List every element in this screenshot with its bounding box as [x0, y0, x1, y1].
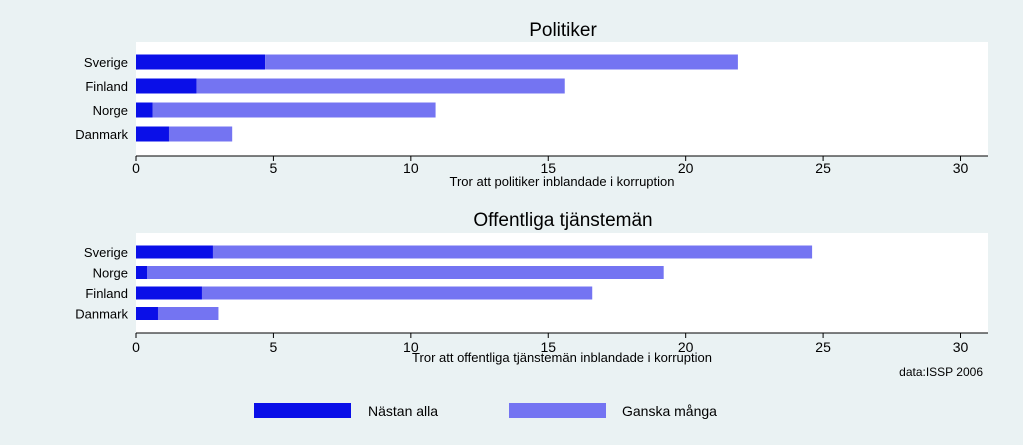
x-tick-label: 25: [815, 339, 831, 355]
bar-segment: [136, 102, 153, 118]
legend-label: Ganska många: [622, 403, 717, 419]
x-tick-label: 30: [953, 339, 969, 355]
legend-swatch: [509, 403, 606, 418]
bar-segment: [136, 126, 169, 142]
x-tick-label: 5: [270, 160, 278, 176]
bar-segment: [136, 266, 147, 279]
category-label: Danmark: [75, 127, 128, 142]
x-tick-label: 5: [270, 339, 278, 355]
category-label: Sverige: [84, 245, 128, 260]
x-axis-title: Tror att politiker inblandade i korrupti…: [450, 174, 675, 189]
legend-swatch: [254, 403, 351, 418]
category-label: Sverige: [84, 55, 128, 70]
x-tick-label: 0: [132, 339, 140, 355]
x-tick-label: 10: [403, 160, 419, 176]
bar-segment: [152, 102, 436, 118]
category-label: Norge: [93, 266, 128, 281]
chart-title: Offentliga tjänstemän: [473, 210, 652, 231]
bar-segment: [168, 126, 233, 142]
bar-segment: [136, 286, 202, 300]
category-label: Danmark: [75, 307, 128, 322]
bar-segment: [136, 54, 266, 70]
bar-segment: [136, 245, 213, 259]
x-tick-label: 15: [540, 160, 556, 176]
category-label: Finland: [85, 79, 128, 94]
x-tick-label: 0: [132, 160, 140, 176]
x-tick-label: 20: [678, 160, 694, 176]
x-tick-label: 10: [403, 339, 419, 355]
x-axis-title: Tror att offentliga tjänstemän inblandad…: [412, 350, 712, 365]
bar-segment: [212, 245, 813, 259]
x-tick-label: 30: [953, 160, 969, 176]
x-tick-label: 20: [678, 339, 694, 355]
bar-segment: [196, 78, 565, 94]
bar-segment: [265, 54, 738, 70]
legend-label: Nästan alla: [368, 403, 438, 419]
source-note: data:ISSP 2006: [899, 365, 983, 379]
chart-title: Politiker: [529, 20, 597, 41]
bar-segment: [201, 286, 593, 300]
bar-segment: [157, 307, 219, 320]
category-label: Norge: [93, 103, 128, 118]
bar-segment: [146, 266, 664, 279]
bar-segment: [136, 307, 158, 320]
bar-segment: [136, 78, 197, 94]
x-tick-label: 15: [540, 339, 556, 355]
category-label: Finland: [85, 286, 128, 301]
x-tick-label: 25: [815, 160, 831, 176]
